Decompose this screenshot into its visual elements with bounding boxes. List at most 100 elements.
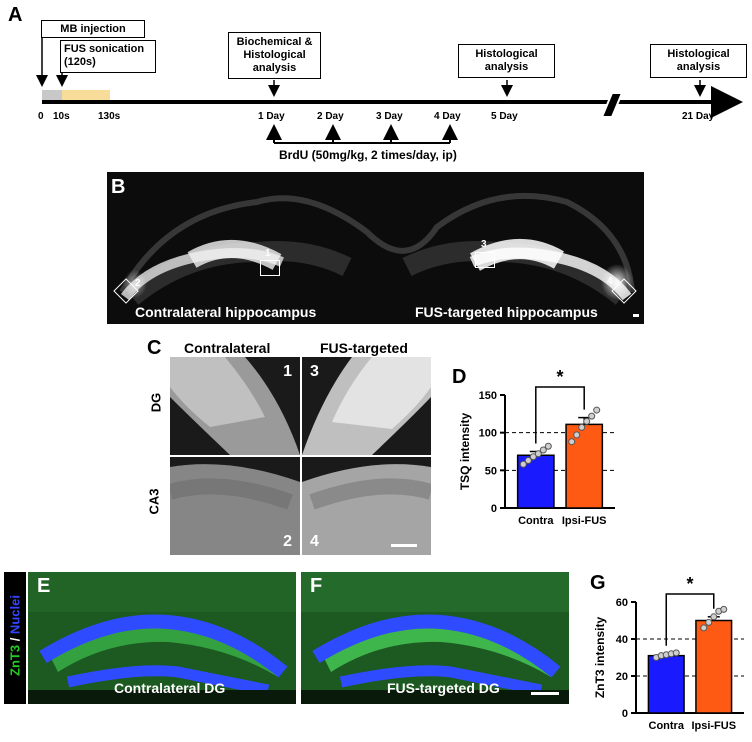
micrograph-number-4: 4 [310, 533, 319, 550]
micrograph-3-fus-dg: 3 [302, 357, 431, 455]
category-label-1: Ipsi-FUS [562, 515, 607, 527]
fus-targeted-dg-label: FUS-targeted DG [387, 680, 500, 696]
fus-sonication-box: FUS sonication (120s) [60, 40, 156, 73]
y-tick-label-0: 0 [491, 503, 497, 515]
micrograph-f-fus-targeted-dg: FUS-targeted DG [301, 572, 569, 704]
data-point-1-2 [578, 423, 586, 431]
data-point-0-1 [524, 457, 532, 465]
data-point-0-4 [672, 649, 680, 657]
bar-1 [695, 619, 733, 714]
micrograph-number-2: 2 [283, 533, 292, 550]
panel-letter-d: D [452, 366, 467, 388]
roi-box-3 [475, 252, 495, 268]
significance-star: * [556, 367, 563, 387]
data-point-1-4 [588, 412, 596, 420]
category-label-0: Contra [518, 515, 554, 527]
fus-bar [62, 90, 110, 102]
nuclei-stain-label: Nuclei [7, 595, 23, 635]
y-tick-label-2: 40 [616, 634, 628, 646]
scale-bar-c [391, 544, 417, 547]
y-tick-label-0: 0 [622, 708, 628, 720]
tick-day1: 1 Day [258, 111, 285, 122]
row-header-dg: DG [148, 392, 164, 413]
tick-day3: 3 Day [376, 111, 403, 122]
data-point-1-0 [568, 438, 576, 446]
panel-letter-g: G [590, 572, 606, 594]
roi-label-4: 4 [607, 276, 613, 287]
column-header-contralateral: Contralateral [184, 340, 271, 356]
chart-g-znt3-intensity: 0 20 40 60 ZnT3 intensity Contra Ipsi-FUS * [593, 574, 744, 732]
data-point-0-3 [534, 450, 542, 458]
panel-letter-a: A [8, 4, 23, 26]
panel-letter-b: B [111, 176, 126, 198]
histological-analysis-day21-box: Histological analysis [650, 44, 747, 78]
bar-0 [647, 654, 685, 714]
panel-letter-e: E [37, 575, 51, 597]
significance-star: * [686, 574, 693, 594]
data-point-1-3 [583, 417, 591, 425]
tick-130s: 130s [98, 111, 121, 122]
micrograph-2-contra-ca3: 2 [170, 457, 300, 555]
micrograph-number-3: 3 [310, 363, 319, 380]
contralateral-hippocampus-label: Contralateral hippocampus [135, 304, 317, 320]
data-point-1-2 [710, 613, 718, 621]
data-point-0-0 [519, 460, 527, 468]
stain-label-strip: ZnT3 / Nuclei [4, 572, 26, 704]
panel-letter-f: F [310, 575, 323, 597]
row-header-ca3: CA3 [146, 488, 162, 515]
y-tick-label-2: 100 [479, 428, 497, 440]
tick-day2: 2 Day [317, 111, 344, 122]
bar-1 [565, 423, 604, 509]
micrograph-number-1: 1 [283, 363, 292, 380]
tick-day5: 5 Day [491, 111, 518, 122]
znt3-image-f [301, 572, 569, 704]
significance-bracket [535, 386, 585, 444]
timeline-graphic [36, 32, 743, 144]
category-label-0: Contra [649, 720, 685, 732]
y-tick-label-3: 60 [616, 597, 628, 609]
y-axis-label: ZnT3 intensity [593, 617, 607, 699]
fus-targeted-hippocampus-label: FUS-targeted hippocampus [415, 304, 598, 320]
contralateral-dg-label: Contralateral DG [114, 680, 226, 696]
data-point-1-1 [705, 618, 713, 626]
mb-bar [42, 90, 62, 102]
roi-label-1: 1 [265, 248, 271, 259]
significance-bracket [665, 593, 715, 646]
stain-slash: / [7, 634, 23, 645]
roi-label-3: 3 [481, 239, 487, 250]
tick-10s: 10s [53, 111, 70, 122]
data-point-0-4 [539, 446, 547, 454]
data-point-0-5 [544, 442, 552, 450]
tick-0: 0 [38, 111, 44, 122]
y-tick-label-3: 150 [479, 390, 497, 402]
biochemical-analysis-box: Biochemical & Histological analysis [228, 32, 321, 79]
znt3-image-e [28, 572, 296, 704]
tick-day4: 4 Day [434, 111, 461, 122]
data-point-0-2 [529, 453, 537, 461]
column-header-fus-targeted: FUS-targeted [320, 340, 408, 356]
y-axis-label: TSQ intensity [458, 413, 472, 491]
znt3-stain-label: ZnT3 [7, 644, 23, 676]
micrograph-1-contra-dg: 1 [170, 357, 300, 455]
micrograph-4-fus-ca3: 4 [302, 457, 431, 555]
data-point-1-4 [720, 605, 728, 613]
axis-break [600, 92, 624, 118]
data-point-1-5 [593, 406, 601, 414]
mb-injection-box: MB injection [41, 20, 145, 38]
y-tick-label-1: 50 [485, 465, 497, 477]
y-tick-label-1: 20 [616, 671, 628, 683]
micrograph-e-contralateral-dg: Contralateral DG [28, 572, 296, 704]
scale-bar-b [633, 314, 639, 317]
data-point-1-0 [700, 624, 708, 632]
category-label-1: Ipsi-FUS [691, 720, 736, 732]
chart-d-tsq-intensity: 0 50 100 150 TSQ intensity Contra Ipsi-FUS * [458, 367, 615, 527]
data-point-1-1 [573, 431, 581, 439]
roi-box-1 [260, 260, 280, 276]
roi-label-2: 2 [135, 278, 141, 289]
brdu-label: BrdU (50mg/kg, 2 times/day, ip) [279, 148, 457, 162]
panel-b-micrograph: 1 2 3 4 Contralateral hippocampus FUS-ta… [107, 172, 644, 324]
histological-analysis-day5-box: Histological analysis [458, 44, 555, 78]
tick-day21: 21 Day [682, 111, 715, 122]
hippocampus-image [119, 192, 635, 305]
panel-letter-c: C [147, 337, 162, 359]
